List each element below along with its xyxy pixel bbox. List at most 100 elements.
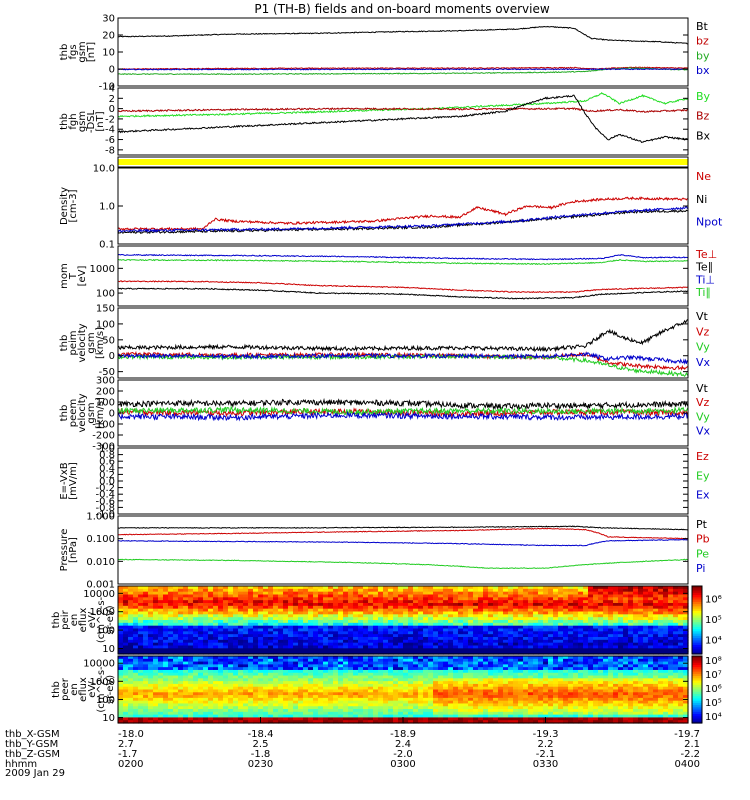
spectrogram-cell [383,711,389,716]
spectrogram-cell [253,709,259,713]
spectrogram-cell [503,683,509,688]
spectrogram-cell [153,664,159,668]
spectrogram-cell [233,656,239,660]
panel-peir: 10⁶10⁵10⁴10000100010010thbpeirenefluxeV/… [51,585,722,655]
spectrogram-cell [293,642,299,647]
spectrogram-cell [343,720,349,724]
spectrogram-cell [243,622,249,627]
spectrogram-cell [358,717,364,721]
spectrogram-cell [143,639,149,644]
spectrogram-cell [368,617,374,621]
spectrogram-cell [138,720,144,724]
spectrogram-cell [118,692,124,696]
spectrogram-cell [418,622,424,627]
spectrogram-cell [203,645,209,649]
spectrogram-cell [373,695,379,699]
spectrogram-cell [653,645,659,649]
series-line-pressure-1 [117,527,689,540]
spectrogram-cell [488,645,494,649]
spectrogram-cell [518,720,524,724]
spectrogram-cell [543,614,549,618]
spectrogram-cell [538,591,544,596]
spectrogram-cell [298,648,304,652]
spectrogram-cell [383,692,389,696]
spectrogram-cell [488,642,494,647]
spectrogram-cell [498,639,504,644]
spectrogram-cell [343,645,349,649]
spectrogram-cell [673,651,679,655]
spectrogram-cell [243,642,249,647]
spectrogram-cell [223,692,229,696]
spectrogram-cell [458,637,464,641]
spectrogram-cell [423,594,429,598]
spectrogram-cell [638,600,644,604]
spectrogram-cell [308,695,314,699]
spectrogram-cell [208,697,214,702]
spectrogram-cell [408,683,414,688]
spectrogram-cell [293,648,299,652]
spectrogram-cell [488,681,494,685]
spectrogram-cell [318,588,324,593]
spectrogram-cell [153,625,159,630]
spectrogram-cell [258,622,264,627]
spectrogram-cell [193,686,199,691]
spectrogram-cell [278,720,284,724]
spectrogram-cell [488,611,494,615]
spectrogram-cell [358,645,364,649]
spectrogram-cell [363,720,369,724]
spectrogram-cell [513,631,519,635]
spectrogram-cell [513,695,519,699]
spectrogram-cell [318,642,324,647]
spectrogram-cell [348,600,354,604]
spectrogram-cell [118,637,124,641]
spectrogram-cell [603,620,609,624]
spectrogram-cell [533,614,539,618]
spectrogram-cell [648,608,654,613]
spectrogram-cell [288,709,294,713]
spectrogram-cell [233,622,239,627]
spectrogram-cell [263,678,269,682]
spectrogram-cell [188,591,194,596]
spectrogram-cell [158,669,164,674]
ytick-label: 20 [102,31,115,42]
spectrogram-cell [213,603,219,607]
spectrogram-cell [238,720,244,724]
spectrogram-cell [613,588,619,593]
spectrogram-cell [493,645,499,649]
spectrogram-cell [563,600,569,604]
spectrogram-cell [168,689,174,693]
spectrogram-cell [673,622,679,627]
spectrogram-cell [203,586,209,590]
spectrogram-cell [148,600,154,604]
spectrogram-cell [148,683,154,688]
spectrogram-cell [228,683,234,688]
spectrogram-cell [628,648,634,652]
spectrogram-cell [438,681,444,685]
spectrogram-cell [598,594,604,598]
spectrogram-cell [568,597,574,601]
spectrogram-cell [613,605,619,610]
spectrogram-cell [478,639,484,644]
spectrogram-cell [398,594,404,598]
spectrogram-cell [338,628,344,632]
spectrogram-cell [238,709,244,713]
spectrogram-cell [478,597,484,601]
spectrogram-cell [118,642,124,647]
spectrogram-cell [298,686,304,691]
spectrogram-cell [183,605,189,610]
spectrogram-cell [173,651,179,655]
spectrogram-cell [298,642,304,647]
spectrogram-cell [213,611,219,615]
spectrogram-cell [248,608,254,613]
spectrogram-cell [633,648,639,652]
spectrogram-cell [298,603,304,607]
spectrogram-cell [513,675,519,679]
spectrogram-cell [123,664,129,668]
legend-entry: Vy [696,341,710,354]
colorbar-step [692,626,702,630]
spectrogram-cell [253,597,259,601]
spectrogram-cell [363,591,369,596]
spectrogram-cell [293,600,299,604]
spectrogram-cell [518,678,524,682]
spectrogram-cell [308,608,314,613]
